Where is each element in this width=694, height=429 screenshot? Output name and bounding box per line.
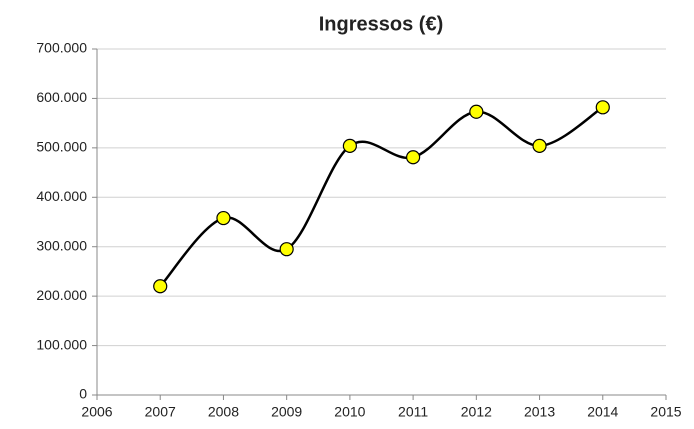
y-tick-label: 100.000 <box>36 336 87 352</box>
x-tick-label: 2010 <box>334 404 365 420</box>
marker <box>595 100 610 115</box>
x-tick-label: 2015 <box>650 404 681 420</box>
line <box>159 106 604 288</box>
x-tick-label: 2014 <box>587 404 618 420</box>
x-tick-label: 2011 <box>398 404 428 420</box>
x-tick-label: 2008 <box>208 404 239 420</box>
x-tick-label: 2007 <box>145 404 176 420</box>
y-tick-label: 500.000 <box>36 139 87 155</box>
y-tick-label: 400.000 <box>36 188 87 204</box>
x-tick-label: 2012 <box>461 404 492 420</box>
x-tick-label: 2006 <box>81 404 112 420</box>
x-tick-label: 2009 <box>271 404 302 420</box>
chart-title: Ingressos (€) <box>319 13 443 35</box>
y-tick-label: 700.000 <box>36 40 87 56</box>
marker <box>406 150 421 165</box>
x-tick-label: 2013 <box>524 404 555 420</box>
marker <box>532 138 547 153</box>
marker <box>279 242 294 257</box>
marker <box>216 210 231 226</box>
marker <box>153 279 168 294</box>
y-tick-label: 300.000 <box>36 237 87 253</box>
marker <box>342 138 357 153</box>
y-tick-label: 0 <box>79 386 87 402</box>
y-tick-label: 200.000 <box>36 287 87 303</box>
marker <box>469 104 484 119</box>
y-tick-label: 600.000 <box>36 89 87 105</box>
